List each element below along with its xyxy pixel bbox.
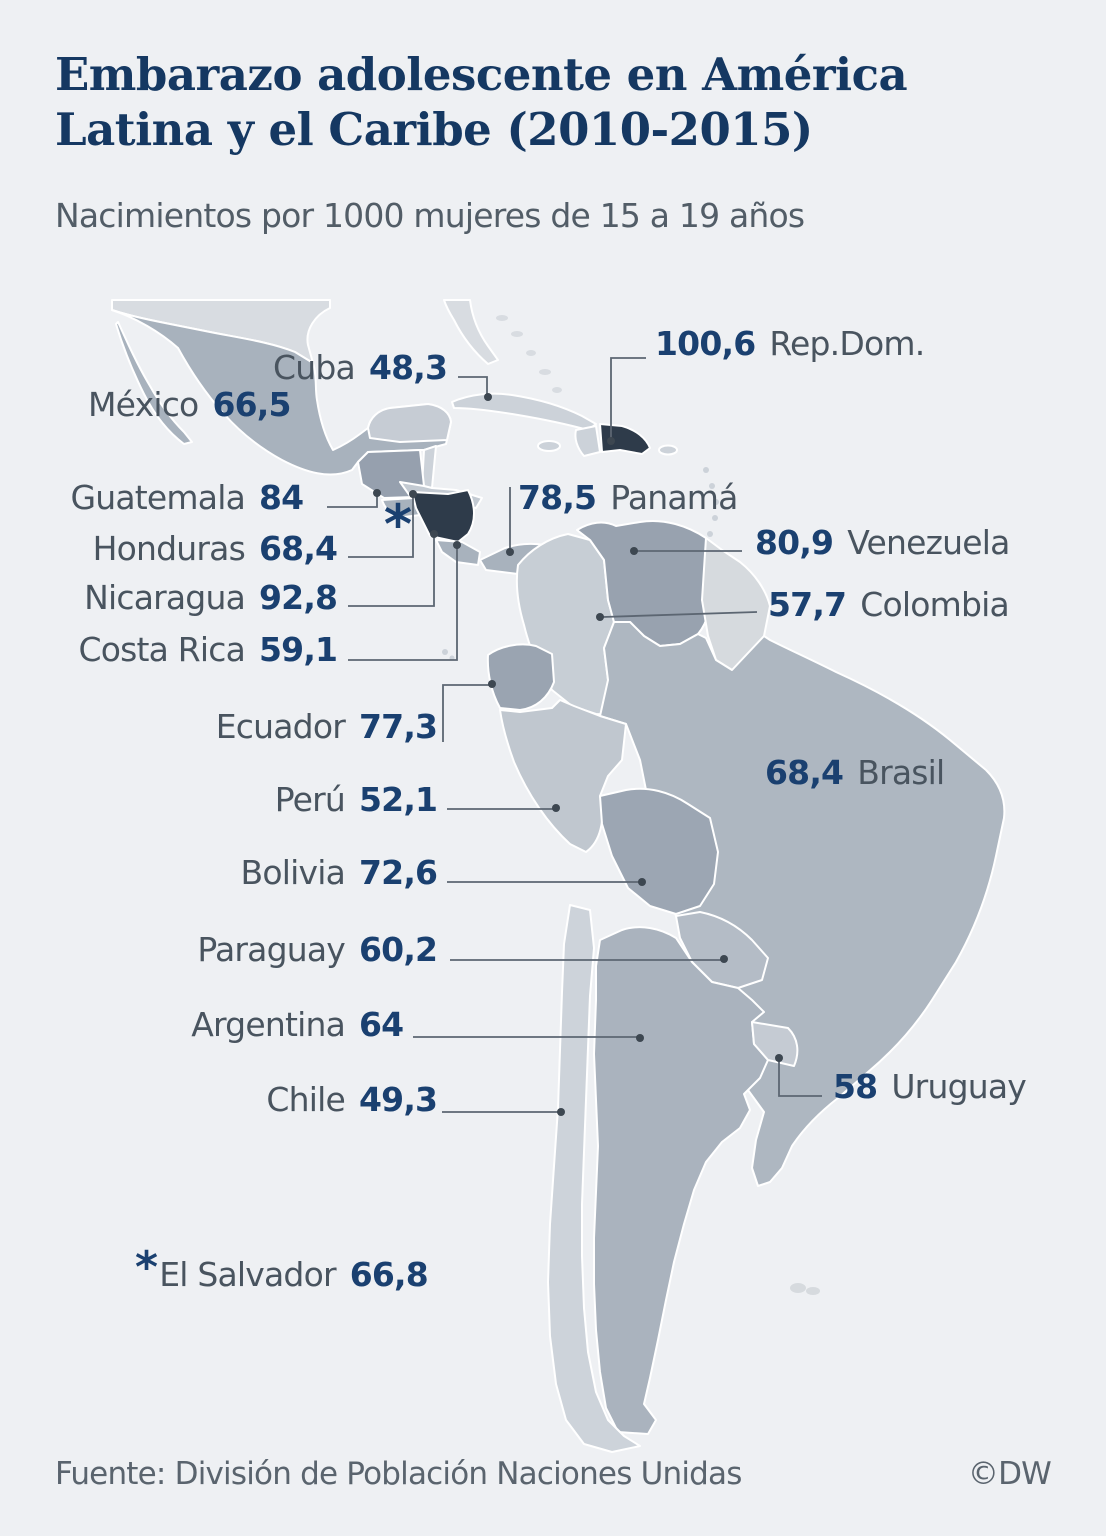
country-value: 80,9: [755, 523, 834, 562]
label-costa-rica: Costa Rica 59,1: [40, 630, 338, 670]
label-brazil: 68,4 Brasil: [765, 753, 945, 793]
yucatan-region: [367, 403, 452, 443]
country-value: 84: [259, 478, 304, 517]
header: Embarazo adolescente en América Latina y…: [55, 48, 1055, 158]
country-name: Uruguay: [891, 1067, 1026, 1106]
leader-nicaragua: [348, 537, 435, 607]
el-salvador-asterisk-marker: *: [384, 493, 412, 556]
country-name: Rep.Dom.: [769, 324, 925, 363]
leader-uruguay: [778, 1061, 822, 1097]
country-value: 49,3: [359, 1080, 438, 1119]
country-value: 68,4: [259, 529, 338, 568]
country-cuba-shape: [451, 392, 597, 431]
country-name: Panamá: [610, 478, 738, 517]
leader-dominican-republic: [610, 357, 646, 438]
country-peru-shape: [499, 699, 627, 853]
footnote-asterisk: *: [135, 1242, 158, 1293]
country-jamaica-shape: [537, 440, 561, 452]
country-value: 100,6: [655, 324, 756, 363]
label-paraguay: Paraguay 60,2: [40, 930, 438, 970]
label-uruguay: 58 Uruguay: [833, 1067, 1027, 1107]
footer: Fuente: División de Población Naciones U…: [55, 1456, 1052, 1492]
falkland-islands: [790, 1283, 820, 1295]
label-honduras: Honduras 68,4: [40, 529, 338, 569]
label-chile: Chile 49,3: [40, 1080, 438, 1120]
country-value: 60,2: [359, 930, 438, 969]
label-panama: 78,5 Panamá: [518, 478, 738, 518]
label-el-salvador: *El Salvador 66,8: [135, 1246, 429, 1295]
leader-honduras: [348, 497, 414, 558]
leader-cuba: [458, 376, 488, 394]
country-value: 58: [833, 1067, 878, 1106]
country-name: Chile: [266, 1080, 345, 1119]
country-florida-shape: [443, 299, 499, 365]
label-guatemala: Guatemala 84: [40, 478, 304, 518]
country-value: 72,6: [359, 853, 438, 892]
country-ecuador-shape: [486, 643, 555, 711]
label-venezuela: 80,9 Venezuela: [755, 523, 1010, 563]
label-dominican-republic: 100,6 Rep.Dom.: [655, 324, 925, 364]
galapagos-islands: [442, 649, 455, 661]
country-uruguay-shape: [751, 1021, 799, 1067]
source-text: Fuente: División de Población Naciones U…: [55, 1456, 742, 1492]
country-haiti-shape: [574, 425, 601, 457]
label-peru: Perú 52,1: [40, 780, 438, 820]
bahamas-islands: [496, 315, 562, 393]
label-argentina: Argentina 64: [40, 1005, 404, 1045]
country-name: Ecuador: [215, 707, 346, 746]
country-chile-shape: [547, 904, 641, 1453]
label-mexico: México 66,5: [88, 385, 291, 425]
country-name: Cuba: [273, 348, 356, 387]
title-line-2: Latina y el Caribe (2010-2015): [55, 102, 813, 156]
country-name: Guatemala: [70, 478, 245, 517]
country-value: 52,1: [359, 780, 438, 819]
country-value: 77,3: [359, 707, 438, 746]
country-value: 68,4: [765, 753, 844, 792]
label-cuba: Cuba 48,3: [273, 348, 448, 388]
country-argentina-shape: [593, 926, 769, 1435]
country-value: 57,7: [768, 585, 847, 624]
leader-colombia: [602, 611, 758, 618]
country-baja-california-shape: [115, 321, 193, 445]
country-name: Colombia: [860, 585, 1009, 624]
page-title: Embarazo adolescente en América Latina y…: [55, 48, 1055, 158]
country-value: 64: [359, 1005, 404, 1044]
country-nicaragua-shape: [411, 489, 475, 543]
country-name: El Salvador: [159, 1255, 336, 1294]
country-value: 66,8: [349, 1255, 429, 1294]
country-value: 78,5: [518, 478, 597, 517]
country-costa-rica-shape: [435, 539, 481, 566]
country-name: México: [88, 385, 199, 424]
leader-ecuador: [442, 684, 490, 742]
country-name: Perú: [274, 780, 346, 819]
country-brazil-shape: [599, 621, 1006, 1187]
country-value: 48,3: [368, 348, 448, 387]
country-name: Venezuela: [847, 523, 1010, 562]
label-nicaragua: Nicaragua 92,8: [40, 578, 338, 618]
country-name: Bolivia: [240, 853, 346, 892]
country-name: Paraguay: [197, 930, 345, 969]
country-name: Costa Rica: [78, 630, 245, 669]
country-name: Honduras: [92, 529, 246, 568]
country-name: Brasil: [857, 753, 945, 792]
leader-costa-rica: [348, 548, 458, 661]
page-subtitle: Nacimientos por 1000 mujeres de 15 a 19 …: [55, 196, 805, 235]
country-value: 92,8: [259, 578, 338, 617]
country-value: 66,5: [212, 385, 291, 424]
country-name: Nicaragua: [84, 578, 246, 617]
country-value: 59,1: [259, 630, 338, 669]
label-bolivia: Bolivia 72,6: [40, 853, 439, 893]
dw-copyright: ©DW: [967, 1456, 1052, 1492]
country-puerto-rico-shape: [658, 444, 678, 456]
leader-lines: [327, 357, 822, 1116]
label-ecuador: Ecuador 77,3: [40, 707, 438, 747]
leader-guatemala: [327, 496, 378, 508]
title-line-1: Embarazo adolescente en América: [55, 48, 908, 101]
country-dominican-republic-shape: [599, 423, 651, 455]
country-name: Argentina: [191, 1005, 346, 1044]
label-colombia: 57,7 Colombia: [768, 585, 1010, 625]
